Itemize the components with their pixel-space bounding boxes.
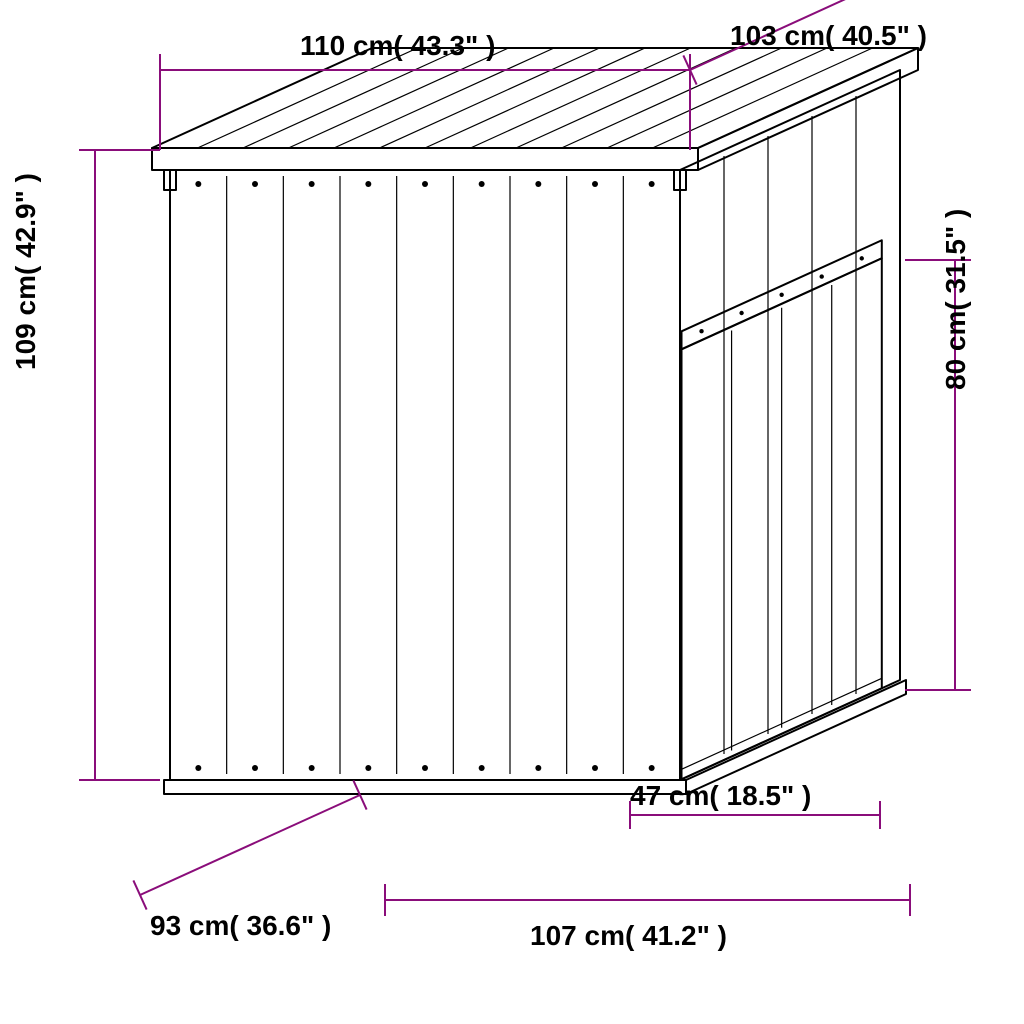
- shed-illustration: [152, 48, 918, 794]
- dim-label-height: 109 cm( 42.9" ): [10, 173, 41, 370]
- dim-base_width: 107 cm( 41.2" ): [385, 884, 910, 951]
- dim-label-door_h: 80 cm( 31.5" ): [940, 209, 971, 390]
- dim-label-base_width: 107 cm( 41.2" ): [530, 920, 727, 951]
- dim-base_depth: 93 cm( 36.6" ): [133, 780, 366, 941]
- dimension-diagram: 110 cm( 43.3" ) 103 cm( 40.5" ) 109 cm( 42…: [0, 0, 1024, 1024]
- dim-height: 109 cm( 42.9" ): [10, 150, 111, 780]
- dim-roof_width: 110 cm( 43.3" ): [160, 30, 690, 86]
- dim-door_h: 80 cm( 31.5" ): [939, 209, 971, 690]
- dim-roof_depth: 103 cm( 40.5" ): [683, 0, 927, 85]
- dim-label-base_depth: 93 cm( 36.6" ): [150, 910, 331, 941]
- dim-label-door_w: 47 cm( 18.5" ): [630, 780, 811, 811]
- dim-door_w: 47 cm( 18.5" ): [630, 780, 880, 829]
- dim-label-roof_depth: 103 cm( 40.5" ): [730, 20, 927, 51]
- dim-label-roof_width: 110 cm( 43.3" ): [300, 30, 495, 61]
- dimensions: 110 cm( 43.3" ) 103 cm( 40.5" ) 109 cm( 42…: [10, 0, 971, 951]
